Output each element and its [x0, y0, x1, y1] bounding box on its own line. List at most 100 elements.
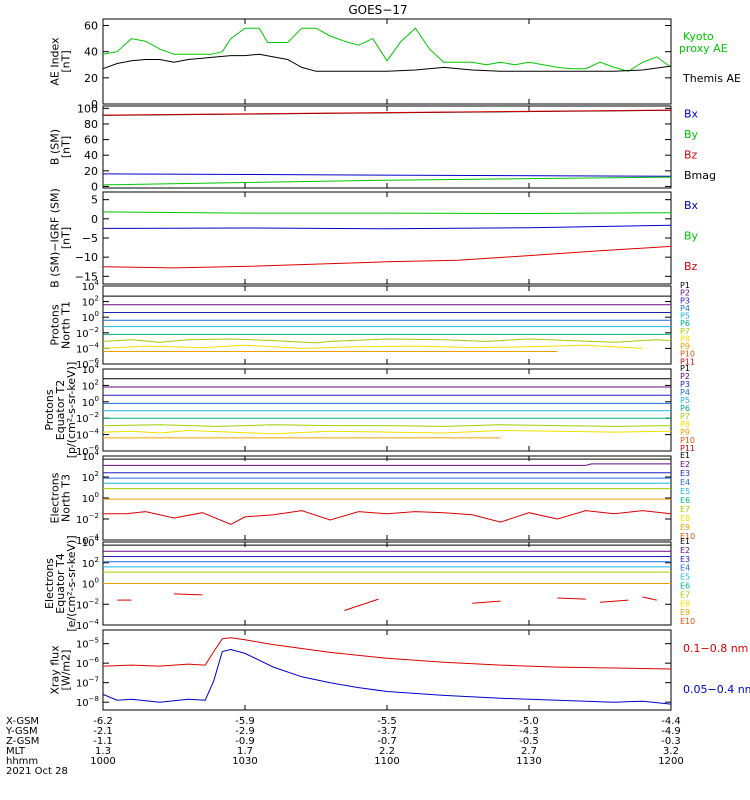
legend-label: P5 [680, 312, 690, 321]
series-line-E8 [173, 593, 203, 596]
plot-frame [102, 455, 672, 541]
legend-label: E7 [680, 505, 690, 514]
legend-label: E2 [680, 460, 690, 469]
y-tick-label: 10−2 [76, 411, 99, 425]
y-tick-label: 104 [82, 362, 100, 376]
legend-label: E10 [680, 617, 695, 626]
y-tick-label: 60 [84, 134, 98, 147]
series-line-Bz [102, 245, 672, 269]
legend-label: Bz [684, 148, 698, 161]
legend-label: P9 [680, 342, 690, 351]
legend-label: E6 [680, 496, 690, 505]
legend-label: P3 [680, 380, 690, 389]
legend-label: P6 [680, 404, 690, 413]
ephemeris-value: -2.1 [93, 726, 113, 737]
y-tick-label: 10−2 [76, 597, 99, 611]
y-axis-label: [e/(cm²-s-sr-keV)] [65, 535, 78, 631]
y-tick-label: 10−2 [76, 512, 99, 526]
series-line-Bx [102, 224, 672, 230]
ephemeris-value: 1.7 [237, 746, 253, 757]
legend-label: E3 [680, 555, 690, 564]
legend-label: P4 [680, 304, 690, 313]
ephemeris-value: 1030 [232, 756, 257, 767]
legend-label: E6 [680, 582, 690, 591]
y-tick-label: 20 [84, 72, 98, 85]
y-axis-label: Equator T2 [54, 380, 67, 440]
y-axis-label: Electrons [43, 558, 56, 609]
legend-label: 0.1−0.8 nm [683, 642, 748, 655]
ephemeris-value: 1.3 [95, 746, 111, 757]
legend-label: E3 [680, 469, 690, 478]
y-axis-label: B (SM) [49, 129, 62, 165]
y-tick-label: 40 [84, 46, 98, 59]
legend-label: E5 [680, 573, 690, 582]
ephemeris-value: -4.3 [519, 726, 539, 737]
legend-label: P1 [680, 281, 690, 290]
legend-label: P8 [680, 420, 690, 429]
series-line-0.05−0.4 nm [102, 648, 672, 705]
series-line-P8 [102, 429, 672, 435]
legend-label: Bmag [684, 169, 716, 182]
y-axis-label: North T3 [60, 474, 73, 522]
ephemeris-value: 2.2 [379, 746, 395, 757]
series-line-By [102, 211, 672, 215]
legend-label: P8 [680, 334, 690, 343]
ephemeris-row-label: Y-GSM [5, 726, 38, 737]
legend-label: E8 [680, 514, 690, 523]
ephemeris-value: 1100 [374, 756, 399, 767]
series-line-P7 [102, 338, 672, 344]
ephemeris-value: -4.9 [661, 726, 681, 737]
legend-label: By [684, 230, 699, 243]
legend-label: P1 [680, 364, 690, 373]
series-line-P8 [102, 344, 643, 349]
y-tick-label: 10−8 [76, 695, 99, 709]
series-line-E8 [344, 598, 379, 611]
legend-label: By [684, 128, 699, 141]
y-tick-label: 10−7 [76, 676, 99, 690]
legend-label: Bx [684, 107, 699, 120]
ephemeris-value: -5.5 [377, 716, 397, 727]
series-line-E8 [642, 596, 657, 601]
legend-label: P10 [680, 350, 695, 359]
y-tick-label: 100 [82, 577, 99, 591]
y-axis-label: [p/(cm²-s-sr-keV)] [65, 362, 78, 459]
legend-label: Bz [684, 260, 698, 273]
y-tick-label: 10−5 [76, 637, 99, 651]
y-tick-label: 104 [82, 535, 100, 549]
y-tick-label: 10−2 [76, 326, 99, 340]
series-line-E8 [103, 510, 672, 525]
series-line-0.1−0.8 nm [102, 637, 672, 670]
y-tick-label: −15 [75, 270, 98, 283]
series-line-E8 [472, 600, 501, 604]
ephemeris-value: -5.9 [235, 716, 255, 727]
y-tick-label: 20 [84, 165, 98, 178]
panel-3: −15 −10 −5 0 5 B (SM)−IGRF (SM)[nT] Bx By Bz [49, 188, 699, 288]
y-tick-label: 102 [82, 556, 99, 570]
y-tick-label: 0 [91, 98, 98, 111]
ephemeris-value: -0.3 [661, 736, 681, 747]
y-axis-label: Protons [43, 389, 56, 430]
legend-label: P6 [680, 319, 690, 328]
ephemeris-value: -3.7 [377, 726, 397, 737]
legend-label: P7 [680, 327, 690, 336]
plot-frame [102, 191, 672, 285]
legend-label: P4 [680, 388, 690, 397]
ephemeris-value: 1000 [90, 756, 115, 767]
ephemeris-row-label: X-GSM [6, 716, 39, 727]
ephemeris-value: -0.7 [377, 736, 397, 747]
legend-label: E5 [680, 487, 690, 496]
panel-8: 10−5 10−6 10−7 10−8 Xray flux[W/m2] 0.1−0.8 n… [49, 629, 750, 711]
legend-label: Bx [684, 199, 699, 212]
legend-label: P11 [680, 357, 695, 366]
y-axis-label: AE Index [49, 37, 62, 86]
y-tick-label: 40 [84, 149, 98, 162]
legend-label: E2 [680, 546, 690, 555]
legend-label: 0.05−0.4 nm [683, 683, 750, 696]
y-axis-label: North T1 [60, 301, 73, 349]
y-tick-label: 102 [82, 378, 99, 392]
y-axis-label: B (SM)−IGRF (SM) [49, 188, 62, 288]
